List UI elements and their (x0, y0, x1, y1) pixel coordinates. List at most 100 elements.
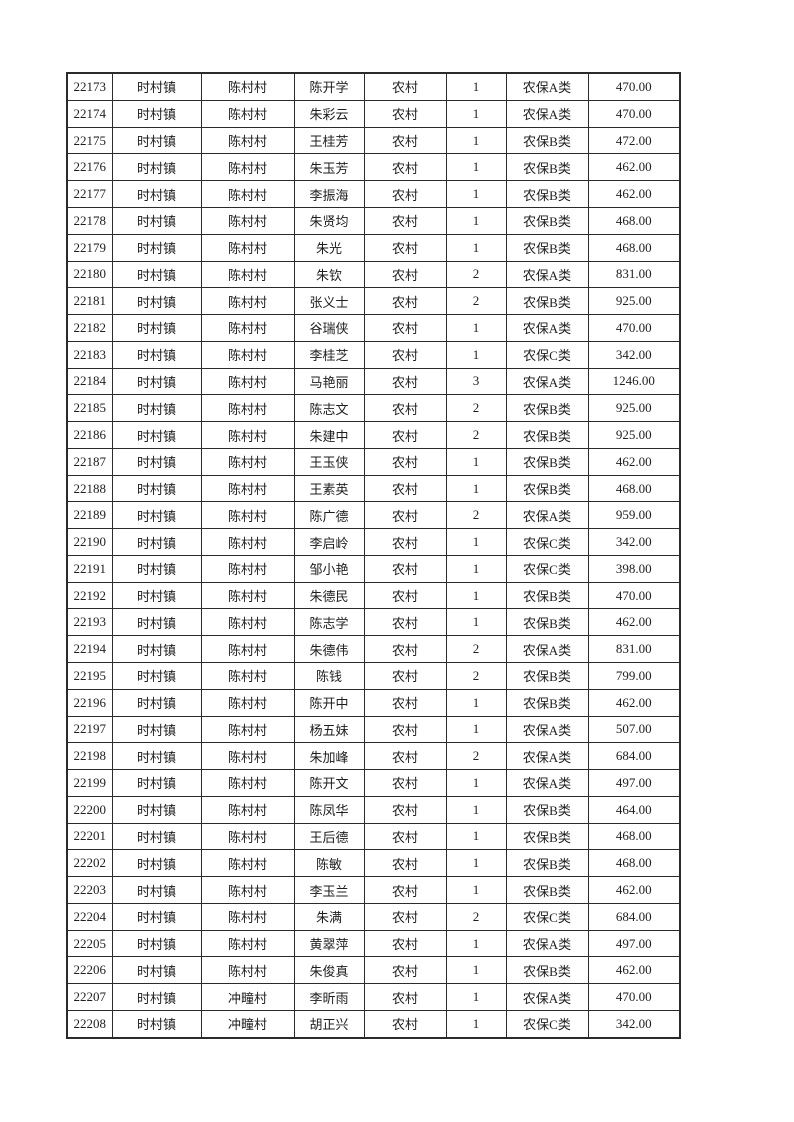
cell-amount: 497.00 (587, 929, 681, 958)
cell-count: 1 (445, 795, 507, 824)
cell-category: 农村 (363, 394, 447, 423)
cell-amount: 468.00 (587, 233, 681, 262)
cell-insurance_type: 农保C类 (505, 528, 589, 556)
cell-name: 陈开学 (293, 72, 365, 101)
table-row: 22190 时村镇 陈村村 李启岭 农村 1 农保C类 342.00 (66, 528, 681, 556)
cell-name: 朱光 (293, 233, 365, 262)
table-row: 22196 时村镇 陈村村 陈开中 农村 1 农保B类 462.00 (66, 688, 681, 717)
cell-name: 李启岭 (293, 528, 365, 556)
table-row: 22194 时村镇 陈村村 朱德伟 农村 2 农保A类 831.00 (66, 635, 681, 664)
cell-category: 农村 (363, 153, 447, 182)
cell-id: 22174 (66, 99, 113, 128)
table-row: 22178 时村镇 陈村村 朱贤均 农村 1 农保B类 468.00 (66, 207, 681, 235)
table-row: 22177 时村镇 陈村村 李振海 农村 1 农保B类 462.00 (66, 180, 681, 208)
table-row: 22205 时村镇 陈村村 黄翠萍 农村 1 农保A类 497.00 (66, 929, 681, 958)
table-row: 22179 时村镇 陈村村 朱光 农村 1 农保B类 468.00 (66, 233, 681, 262)
cell-name: 朱加峰 (293, 742, 365, 771)
cell-id: 22195 (66, 662, 113, 690)
cell-town: 时村镇 (111, 983, 202, 1011)
cell-category: 农村 (363, 421, 447, 449)
cell-id: 22201 (66, 822, 113, 851)
cell-town: 时村镇 (111, 153, 202, 182)
cell-village: 陈村村 (200, 72, 295, 101)
cell-village: 陈村村 (200, 849, 295, 878)
table-row: 22185 时村镇 陈村村 陈志文 农村 2 农保B类 925.00 (66, 394, 681, 423)
cell-category: 农村 (363, 876, 447, 904)
cell-village: 陈村村 (200, 635, 295, 664)
cell-amount: 462.00 (587, 180, 681, 208)
cell-id: 22179 (66, 233, 113, 262)
cell-town: 时村镇 (111, 1009, 202, 1039)
cell-count: 2 (445, 902, 507, 931)
cell-name: 陈广德 (293, 501, 365, 530)
cell-count: 1 (445, 233, 507, 262)
cell-name: 谷瑞侠 (293, 314, 365, 342)
cell-count: 1 (445, 528, 507, 556)
cell-id: 22200 (66, 795, 113, 824)
cell-count: 1 (445, 474, 507, 503)
cell-name: 马艳丽 (293, 367, 365, 396)
cell-village: 陈村村 (200, 769, 295, 797)
table-row: 22187 时村镇 陈村村 王玉侠 农村 1 农保B类 462.00 (66, 447, 681, 476)
cell-id: 22184 (66, 367, 113, 396)
cell-id: 22194 (66, 635, 113, 664)
cell-count: 1 (445, 72, 507, 101)
cell-town: 时村镇 (111, 394, 202, 423)
cell-insurance_type: 农保B类 (505, 447, 589, 476)
cell-count: 1 (445, 207, 507, 235)
cell-id: 22176 (66, 153, 113, 182)
cell-id: 22203 (66, 876, 113, 904)
cell-insurance_type: 农保A类 (505, 929, 589, 958)
cell-category: 农村 (363, 635, 447, 664)
cell-village: 陈村村 (200, 929, 295, 958)
table-row: 22174 时村镇 陈村村 朱彩云 农村 1 农保A类 470.00 (66, 99, 681, 128)
cell-id: 22206 (66, 956, 113, 985)
table-row: 22200 时村镇 陈村村 陈凤华 农村 1 农保B类 464.00 (66, 795, 681, 824)
cell-insurance_type: 农保B类 (505, 394, 589, 423)
cell-town: 时村镇 (111, 849, 202, 878)
cell-category: 农村 (363, 528, 447, 556)
cell-village: 陈村村 (200, 207, 295, 235)
cell-name: 朱钦 (293, 260, 365, 289)
cell-insurance_type: 农保A类 (505, 260, 589, 289)
cell-count: 1 (445, 608, 507, 637)
cell-village: 陈村村 (200, 662, 295, 690)
cell-insurance_type: 农保B类 (505, 822, 589, 851)
cell-id: 22205 (66, 929, 113, 958)
cell-name: 李振海 (293, 180, 365, 208)
cell-count: 1 (445, 688, 507, 717)
cell-town: 时村镇 (111, 447, 202, 476)
cell-amount: 925.00 (587, 287, 681, 316)
table-row: 22184 时村镇 陈村村 马艳丽 农村 3 农保A类 1246.00 (66, 367, 681, 396)
cell-town: 时村镇 (111, 287, 202, 316)
cell-count: 2 (445, 742, 507, 771)
table-row: 22195 时村镇 陈村村 陈钱 农村 2 农保B类 799.00 (66, 662, 681, 690)
cell-village: 陈村村 (200, 447, 295, 476)
cell-village: 陈村村 (200, 153, 295, 182)
table-row: 22197 时村镇 陈村村 杨五妹 农村 1 农保A类 507.00 (66, 715, 681, 744)
cell-village: 陈村村 (200, 394, 295, 423)
cell-amount: 684.00 (587, 902, 681, 931)
cell-amount: 1246.00 (587, 367, 681, 396)
cell-village: 陈村村 (200, 314, 295, 342)
cell-id: 22181 (66, 287, 113, 316)
cell-insurance_type: 农保B类 (505, 795, 589, 824)
cell-category: 农村 (363, 795, 447, 824)
cell-town: 时村镇 (111, 822, 202, 851)
cell-category: 农村 (363, 233, 447, 262)
cell-id: 22182 (66, 314, 113, 342)
cell-name: 陈志文 (293, 394, 365, 423)
cell-insurance_type: 农保A类 (505, 314, 589, 342)
cell-amount: 507.00 (587, 715, 681, 744)
cell-id: 22187 (66, 447, 113, 476)
cell-amount: 470.00 (587, 99, 681, 128)
cell-id: 22197 (66, 715, 113, 744)
cell-insurance_type: 农保B类 (505, 849, 589, 878)
cell-id: 22189 (66, 501, 113, 530)
cell-amount: 468.00 (587, 849, 681, 878)
cell-town: 时村镇 (111, 126, 202, 155)
cell-name: 朱玉芳 (293, 153, 365, 182)
cell-name: 陈敏 (293, 849, 365, 878)
cell-insurance_type: 农保B类 (505, 287, 589, 316)
